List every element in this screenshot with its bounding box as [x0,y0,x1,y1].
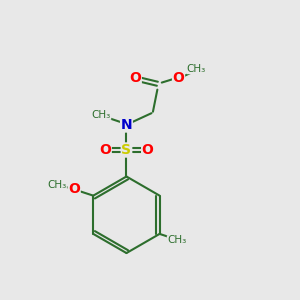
Text: O: O [172,71,184,85]
Text: O: O [99,143,111,157]
Text: O: O [129,71,141,85]
Text: N: N [121,118,132,132]
Text: CH₃: CH₃ [47,180,67,190]
Text: CH₃: CH₃ [92,110,111,120]
Text: CH₃: CH₃ [187,64,206,74]
Text: S: S [122,143,131,157]
Text: O: O [68,182,80,196]
Text: CH₃: CH₃ [167,236,186,245]
Text: O: O [142,143,154,157]
